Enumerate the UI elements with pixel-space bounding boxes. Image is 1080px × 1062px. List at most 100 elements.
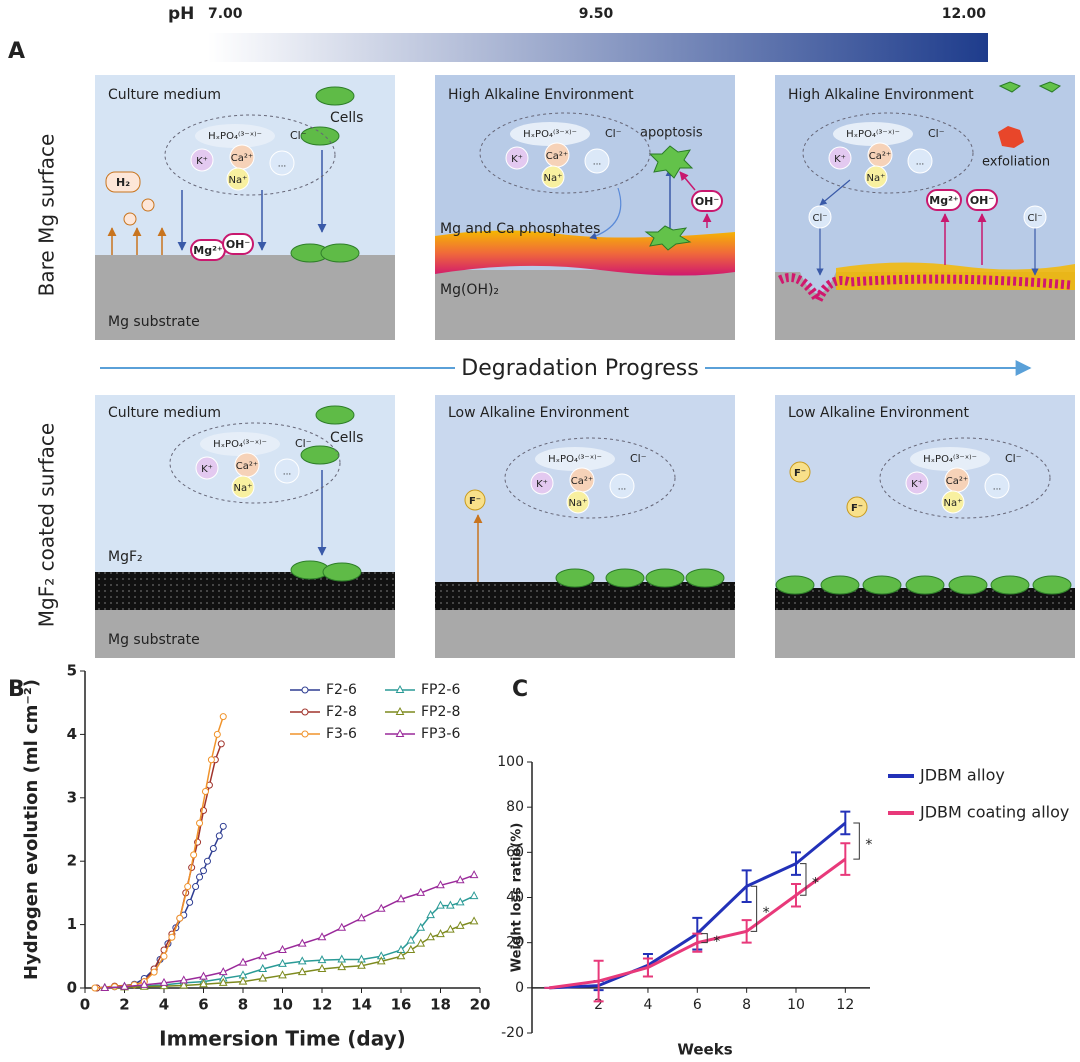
cell [948, 575, 988, 595]
series-line [104, 874, 475, 989]
cell [315, 86, 355, 106]
label: Mg(OH)₂ [440, 282, 499, 298]
y-tick-label: 100 [497, 754, 524, 770]
legend-label: F2-6 [326, 682, 357, 698]
label: Mg substrate [108, 632, 200, 648]
cell [300, 126, 340, 146]
error-bar [840, 842, 851, 876]
cell [555, 568, 595, 588]
x-tick-label: 8 [238, 996, 248, 1014]
point [455, 875, 465, 884]
label: Culture medium [108, 87, 221, 103]
ion [200, 432, 280, 456]
x-tick-label: 6 [198, 996, 208, 1014]
point [446, 900, 455, 909]
point [278, 944, 287, 953]
label: Na⁺ [229, 175, 248, 186]
y-tick-label: 3 [67, 788, 77, 806]
point [199, 979, 208, 988]
progress-label-bg [455, 352, 705, 384]
point [201, 787, 209, 795]
ion [584, 148, 610, 174]
point [184, 883, 192, 891]
error-bar [840, 810, 851, 836]
arrow [679, 171, 696, 191]
point [357, 913, 366, 922]
ion [609, 473, 635, 499]
label: Mg²⁺ [929, 194, 959, 207]
ion [910, 447, 990, 471]
point [196, 819, 204, 827]
cell [605, 568, 645, 588]
label: OH⁻ [695, 195, 720, 208]
point [469, 891, 479, 900]
x-tick-label: 4 [159, 996, 169, 1014]
label: Ca²⁺ [236, 461, 258, 472]
y-tick-label: 60 [506, 844, 524, 860]
label: Low Alkaline Environment [448, 405, 630, 421]
legend-label: FP3-6 [421, 726, 460, 742]
label: Mg²⁺ [193, 244, 223, 257]
ion [864, 165, 888, 189]
cell [905, 575, 945, 595]
ion [833, 122, 913, 146]
label: HₓPO₄⁽³⁻ˣ⁾⁻ [523, 129, 577, 140]
ph-max: 12.00 [942, 6, 987, 22]
ion [828, 146, 852, 170]
label: K⁺ [196, 156, 208, 167]
ion [566, 490, 590, 514]
label: HₓPO₄⁽³⁻ˣ⁾⁻ [548, 454, 602, 465]
point [297, 956, 307, 965]
significance-bracket [853, 822, 860, 860]
point [455, 920, 465, 929]
label: Na⁺ [234, 483, 253, 494]
label: Cl⁻ [928, 127, 945, 140]
point [91, 984, 99, 992]
legend-swatch [301, 686, 309, 694]
point [179, 975, 189, 984]
error-bar [692, 932, 703, 953]
ion-badge [222, 233, 254, 255]
legend-swatch [395, 684, 405, 693]
bubble [123, 212, 137, 226]
x-tick-label: 16 [391, 996, 412, 1014]
point [469, 870, 479, 879]
label: Cl⁻ [290, 129, 307, 142]
label: High Alkaline Environment [448, 87, 634, 103]
label: Cl⁻ [295, 437, 312, 450]
point [258, 973, 268, 982]
label: K⁺ [834, 154, 846, 165]
point [199, 971, 208, 980]
label: HₓPO₄⁽³⁻ˣ⁾⁻ [213, 439, 267, 450]
label: MgF₂ [108, 549, 143, 565]
x-tick-label: 0 [80, 996, 90, 1014]
legend-label: JDBM coating alloy [919, 803, 1069, 822]
ion [905, 471, 929, 495]
row-label: Bare Mg surface [35, 134, 59, 297]
bubble [141, 198, 155, 212]
point [357, 960, 366, 969]
y-tick-label: 5 [67, 662, 77, 680]
annotation: * [713, 934, 720, 950]
cell [862, 575, 902, 595]
label: OH⁻ [970, 194, 995, 207]
label: K⁺ [201, 464, 213, 475]
label: Cells [330, 110, 363, 126]
ion [789, 461, 811, 483]
label: K⁺ [511, 154, 523, 165]
label: ... [993, 483, 1002, 493]
label: Cl⁻ [1005, 452, 1022, 465]
legend-swatch [301, 708, 309, 716]
label: HₓPO₄⁽³⁻ˣ⁾⁻ [208, 131, 262, 142]
ion [907, 148, 933, 174]
panel-label: A [8, 39, 25, 64]
label: Na⁺ [867, 173, 886, 184]
ion [808, 205, 832, 229]
point [426, 910, 435, 919]
significance-bracket [701, 933, 708, 944]
point [416, 887, 426, 896]
point [436, 900, 445, 909]
point [469, 916, 479, 925]
point [416, 922, 426, 931]
label: OH⁻ [226, 238, 251, 251]
